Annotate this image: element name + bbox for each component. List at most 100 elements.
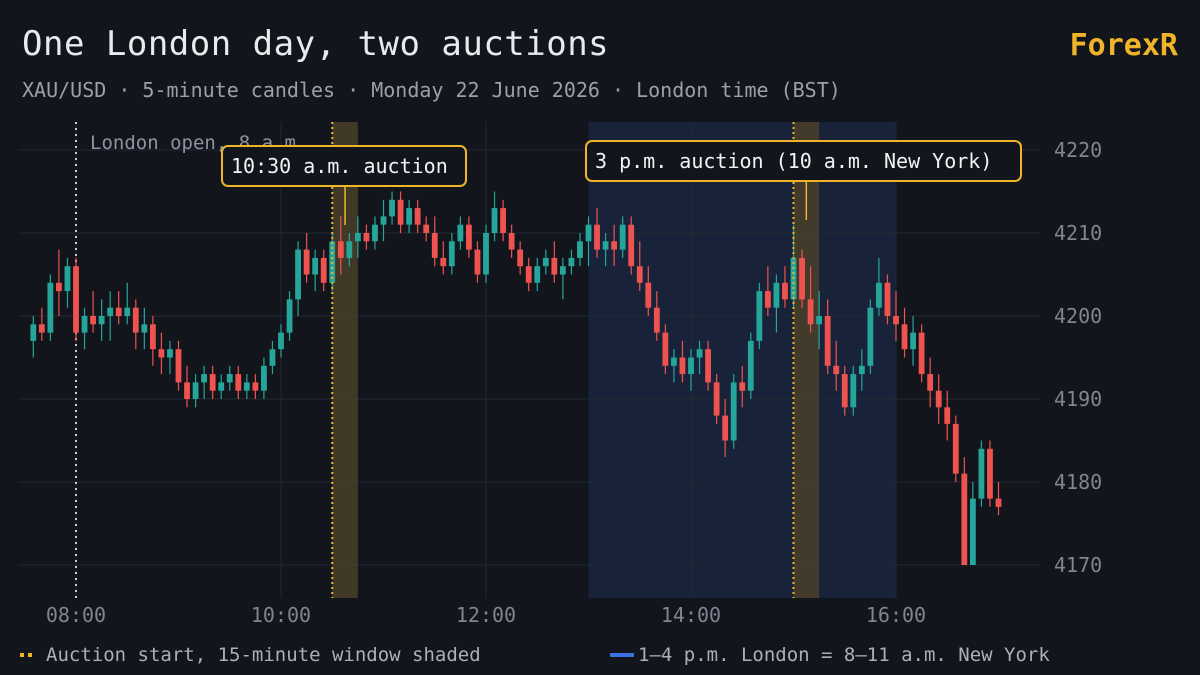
candle-body <box>175 349 182 383</box>
candle-body <box>81 316 88 333</box>
candle-body <box>653 307 660 333</box>
candle-body <box>602 241 609 250</box>
candle-body <box>876 282 882 308</box>
candle-body <box>73 266 79 333</box>
auction-2-callout-box <box>585 140 1022 182</box>
candle-body <box>252 382 259 391</box>
candle-body <box>312 257 319 275</box>
chart-subtitle: XAU/USD · 5-minute candles · Monday 22 J… <box>22 78 841 102</box>
candle-body <box>440 257 447 267</box>
candle-body <box>192 382 199 399</box>
auction-1-callout-label: 10:30 a.m. auction <box>231 154 448 178</box>
candle-body <box>149 324 156 350</box>
candle-body <box>115 307 122 316</box>
candle-body <box>884 282 891 316</box>
candle-body <box>218 382 225 391</box>
candle-body <box>414 208 421 225</box>
candle-body <box>577 241 583 258</box>
candle-body <box>952 423 959 474</box>
y-tick-label: 4180 <box>1054 470 1102 494</box>
candle-body <box>739 382 746 391</box>
candle-body <box>542 257 549 267</box>
candle-body <box>132 307 139 333</box>
brand-logo: ForexR <box>1069 28 1178 63</box>
candle-body <box>662 332 669 366</box>
candle-body <box>696 349 703 358</box>
candle-body <box>782 282 788 300</box>
legend-overlap: 1–4 p.m. London = 8–11 a.m. New York <box>610 644 1050 666</box>
candle-body <box>935 390 942 408</box>
candle-body <box>380 216 387 225</box>
candle-body <box>90 316 96 325</box>
candle-body <box>286 299 293 333</box>
candle-body <box>389 199 395 217</box>
y-tick-label: 4190 <box>1054 387 1102 411</box>
candle-body <box>824 316 831 366</box>
candle-body <box>858 365 865 375</box>
candle-body <box>261 365 267 391</box>
candle-body <box>910 332 916 350</box>
candle-body <box>158 349 165 358</box>
candle-body <box>773 282 780 308</box>
candle-body <box>423 224 430 233</box>
candle-body <box>944 407 951 424</box>
candle-body <box>363 233 370 242</box>
candle-body <box>987 448 993 499</box>
candle-body <box>978 448 985 499</box>
candle-body <box>636 266 643 283</box>
candle-body <box>918 332 925 375</box>
candle-body <box>730 382 737 441</box>
candle-body <box>235 374 242 391</box>
candle-body <box>303 249 310 275</box>
candle-body <box>722 415 729 441</box>
auction-swatch <box>20 653 36 657</box>
x-tick-label: 10:00 <box>251 603 311 627</box>
candle-body <box>901 324 908 350</box>
candle-body <box>167 349 173 358</box>
candle-body <box>799 257 805 300</box>
candle-body <box>833 365 840 375</box>
candle-body <box>466 224 472 250</box>
candle-body <box>397 199 404 225</box>
candle-body <box>585 224 592 242</box>
candle-body <box>64 266 71 292</box>
candle-body <box>141 324 148 333</box>
candle-body <box>816 316 823 325</box>
candle-body <box>406 208 413 225</box>
candle-body <box>448 241 455 267</box>
auction-1-callout-box <box>221 145 467 187</box>
y-tick-label: 4200 <box>1054 304 1102 328</box>
candle-body <box>713 382 720 416</box>
candle-body <box>559 266 566 275</box>
candle-body <box>850 374 857 408</box>
candle-body <box>372 224 378 242</box>
legend-auction: Auction start, 15-minute window shaded <box>20 644 481 666</box>
x-tick-label: 14:00 <box>661 603 721 627</box>
candle-body <box>969 498 976 565</box>
candle-body <box>867 307 874 366</box>
candle-body <box>209 374 216 391</box>
candle-body <box>474 249 481 275</box>
candle-body <box>688 357 694 375</box>
candle-body <box>961 473 968 565</box>
candle-body <box>243 382 250 391</box>
candle-body <box>124 307 131 316</box>
legend-auction-label: Auction start, 15-minute window shaded <box>46 644 481 666</box>
candle-body <box>500 208 506 233</box>
candle-body <box>226 374 233 383</box>
x-tick-label: 16:00 <box>866 603 926 627</box>
candle-body <box>841 374 848 408</box>
candle-body <box>628 224 635 267</box>
candle-body <box>508 233 515 250</box>
auction-2-callout-label: 3 p.m. auction (10 a.m. New York) <box>595 149 992 173</box>
candle-body <box>671 357 677 366</box>
candle-body <box>534 266 541 283</box>
candle-body <box>807 299 814 325</box>
candle-body <box>431 233 438 258</box>
candle-body <box>645 282 652 308</box>
candle-body <box>517 249 524 267</box>
candle-body <box>995 498 1002 507</box>
candle-body <box>320 257 327 283</box>
candle-body <box>619 224 626 250</box>
